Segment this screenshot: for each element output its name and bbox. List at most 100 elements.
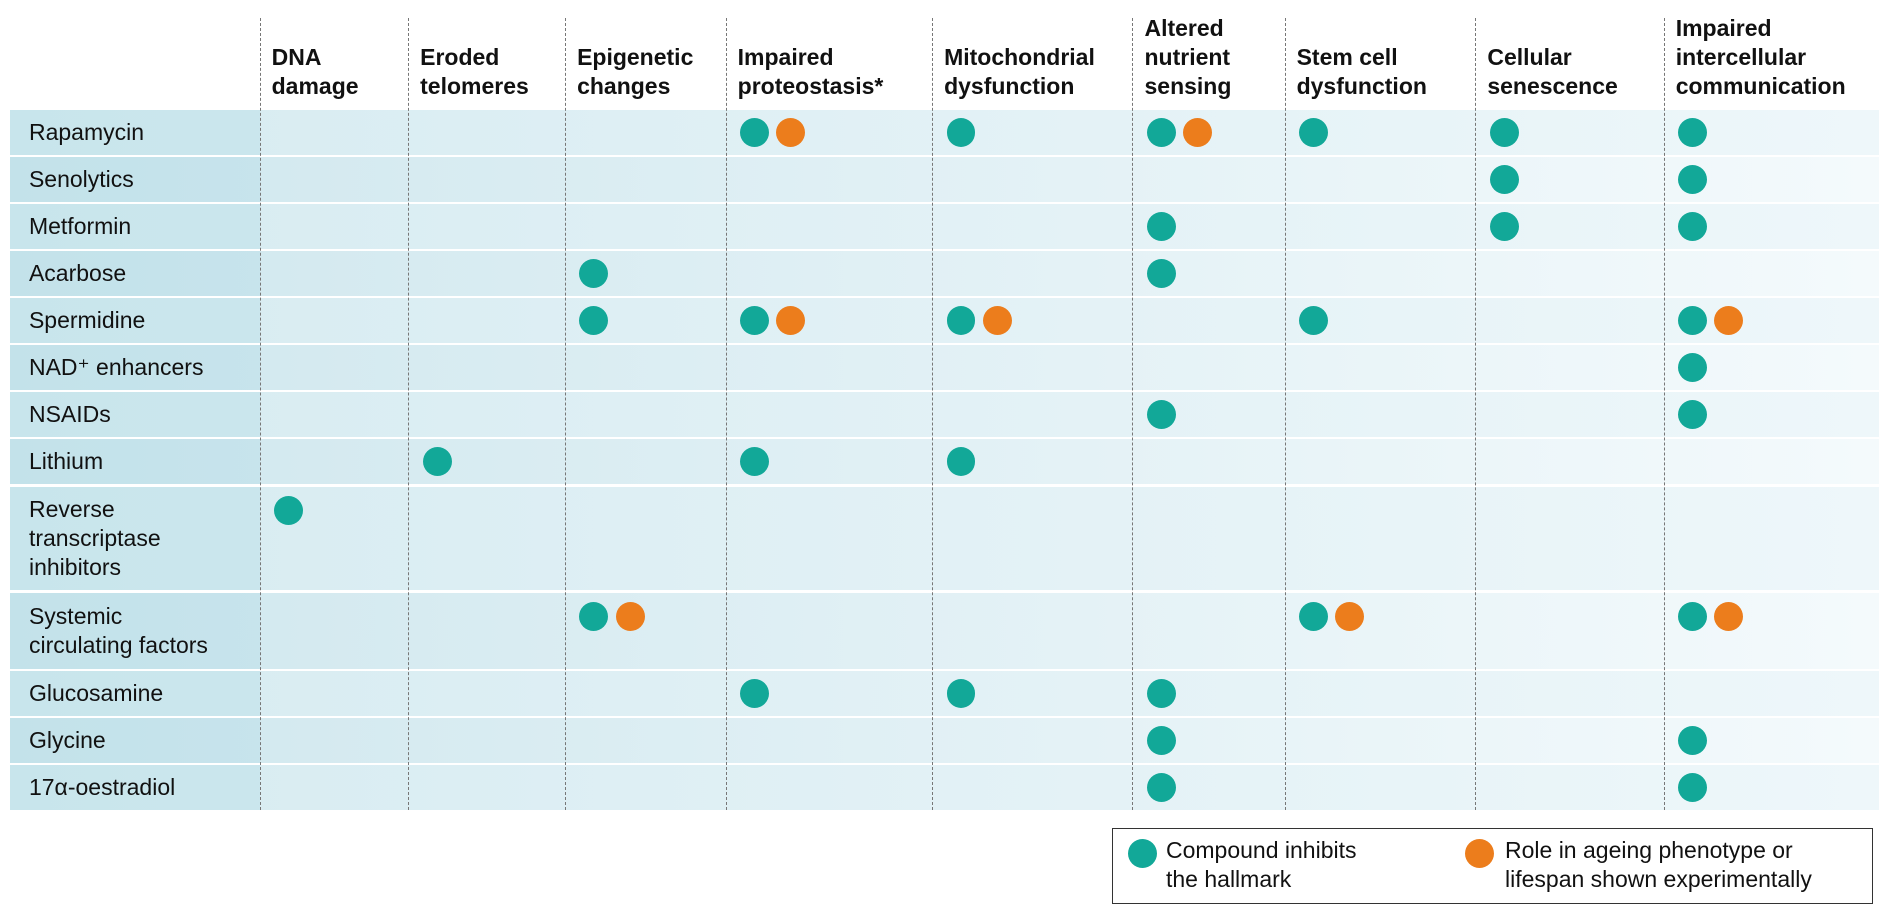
legend: Compound inhibits the hallmark Role in a… — [1112, 828, 1873, 904]
dot-inhibits — [422, 447, 452, 477]
column-divider — [259, 18, 261, 811]
row-label: Acarbose — [28, 259, 127, 286]
row-background — [9, 298, 1879, 343]
column-header: Stem cell dysfunction — [1296, 44, 1427, 100]
dot-inhibits — [1678, 602, 1708, 632]
row-label-cell — [9, 765, 260, 811]
row-label-cell — [9, 718, 260, 763]
dot-inhibits — [1146, 726, 1176, 756]
legend-dot-inhibits — [1128, 839, 1157, 868]
dot-inhibits — [274, 496, 304, 526]
row-label: NSAIDs — [28, 401, 111, 428]
dot-inhibits — [1489, 211, 1519, 241]
dot-inhibits — [1299, 602, 1328, 632]
column-divider — [565, 18, 566, 811]
dot-inhibits — [579, 602, 609, 632]
dot-inhibits — [946, 447, 976, 477]
row-label: Rapamycin — [28, 118, 145, 145]
dot-experimental — [1183, 117, 1213, 147]
row-background — [9, 486, 1879, 591]
dot-inhibits — [1489, 164, 1519, 194]
row-label: Glycine — [28, 727, 106, 754]
dot-experimental — [1714, 306, 1744, 335]
row-label: Senolytics — [28, 165, 134, 192]
dot-inhibits — [579, 258, 609, 288]
row-background — [9, 592, 1879, 669]
row-label: Systemic circulating factors — [28, 602, 208, 658]
dot-inhibits — [1146, 211, 1176, 241]
dot-inhibits — [1678, 773, 1708, 803]
column-divider — [1663, 18, 1665, 811]
legend-text: Compound inhibits the hallmark — [1166, 837, 1357, 892]
dot-inhibits — [1678, 400, 1708, 430]
row-background — [9, 109, 1879, 155]
column-divider — [1284, 18, 1286, 811]
row-label-cell — [9, 298, 260, 343]
dot-inhibits — [740, 117, 770, 147]
row-label: 17α-oestradiol — [28, 774, 176, 801]
dot-inhibits — [1678, 726, 1708, 756]
dot-inhibits — [740, 679, 770, 709]
column-divider — [1475, 18, 1477, 811]
row-label-cell — [9, 156, 260, 202]
column-header: Mitochondrial dysfunction — [944, 44, 1095, 100]
dot-inhibits — [1146, 773, 1176, 803]
row-label-cell — [9, 345, 260, 390]
row-background — [9, 251, 1879, 296]
column-header: Eroded telomeres — [420, 44, 529, 100]
row-label-cell — [9, 204, 260, 249]
dot-inhibits — [740, 447, 770, 477]
row-background — [9, 156, 1879, 202]
column-header: Impaired intercellular communication — [1675, 15, 1846, 100]
dot-inhibits — [946, 117, 976, 147]
column-divider — [725, 18, 727, 811]
row-label-cell — [9, 671, 260, 716]
row-background — [9, 765, 1879, 811]
dot-experimental — [982, 306, 1012, 335]
row-background — [9, 392, 1879, 438]
dot-inhibits — [1146, 400, 1176, 430]
dot-inhibits — [1146, 679, 1176, 709]
column-divider — [408, 18, 410, 811]
dot-inhibits — [1489, 117, 1519, 147]
row-label: Reverse transcriptase inhibitors — [28, 495, 161, 580]
row-label: Metformin — [28, 212, 132, 239]
legend-dot-experimental — [1465, 839, 1494, 868]
column-header: Epigenetic changes — [577, 44, 694, 100]
dot-experimental — [1714, 602, 1744, 632]
dot-inhibits — [740, 306, 770, 335]
column-header: Cellular senescence — [1487, 44, 1618, 100]
dot-inhibits — [1678, 117, 1708, 147]
dot-inhibits — [946, 679, 976, 709]
dot-inhibits — [1299, 117, 1328, 147]
row-label: NAD⁺ enhancers — [28, 354, 204, 381]
dot-experimental — [776, 117, 806, 147]
row-label-cell — [9, 392, 260, 438]
row-label: Spermidine — [28, 307, 146, 334]
row-background — [9, 439, 1879, 485]
dot-experimental — [776, 306, 806, 335]
row-label-cell — [9, 109, 260, 155]
dot-inhibits — [1678, 211, 1708, 241]
row-background — [9, 718, 1879, 763]
dot-experimental — [1335, 602, 1365, 632]
dot-inhibits — [1678, 164, 1708, 194]
row-label-cell — [9, 439, 260, 485]
column-divider — [1132, 18, 1134, 811]
row-label-cell — [9, 486, 260, 591]
column-header: DNA damage — [271, 44, 359, 100]
dot-inhibits — [1146, 117, 1176, 147]
column-header: Altered nutrient sensing — [1144, 15, 1232, 100]
row-label: Lithium — [28, 448, 104, 475]
dot-inhibits — [1299, 306, 1328, 335]
column-header: Impaired proteostasis* — [737, 44, 884, 100]
dot-inhibits — [1678, 306, 1708, 335]
column-divider — [932, 18, 933, 811]
row-label: Glucosamine — [28, 680, 164, 707]
dot-experimental — [615, 602, 645, 632]
row-label-cell — [9, 592, 260, 669]
dot-inhibits — [946, 306, 976, 335]
dot-inhibits — [1146, 258, 1176, 288]
row-background — [9, 204, 1879, 249]
dot-inhibits — [579, 306, 609, 335]
